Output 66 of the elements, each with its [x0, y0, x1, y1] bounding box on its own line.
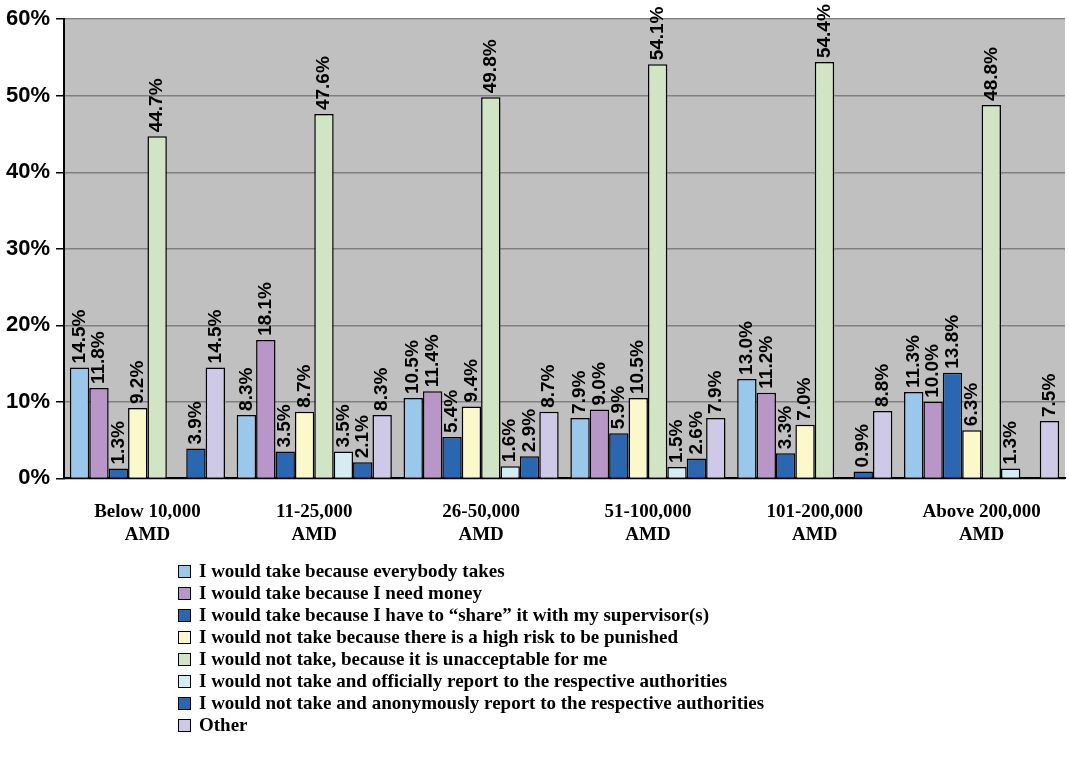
- data-label: 7.9%: [704, 370, 726, 414]
- data-label: 13.8%: [940, 314, 962, 369]
- x-tick-label: 51-100,000 AMD: [604, 499, 692, 544]
- legend-label: I would not take, because it is unacceptable for me: [199, 648, 608, 670]
- data-label: 14.5%: [203, 309, 225, 364]
- y-tick-label: 0%: [18, 464, 51, 490]
- data-label: 11.3%: [901, 334, 923, 388]
- data-label: 47.6%: [312, 56, 334, 111]
- x-tick-label: Above 200,000 AMD: [922, 499, 1041, 544]
- y-tick-label: 40%: [5, 158, 51, 184]
- y-tick-label: 60%: [5, 5, 51, 31]
- data-label: 8.7%: [292, 364, 314, 408]
- data-label: 10.5%: [626, 340, 648, 395]
- data-label: 48.8%: [979, 46, 1001, 101]
- data-label: 54.4%: [812, 4, 834, 59]
- data-label: 3.5%: [331, 404, 353, 448]
- data-label: 54.1%: [645, 6, 667, 61]
- data-label: 18.1%: [254, 281, 276, 336]
- x-tick-label: Below 10,000 AMD: [94, 499, 201, 544]
- data-label: 13.0%: [735, 320, 757, 375]
- legend-label: I would not take and officially report to the respective authorities: [199, 670, 728, 692]
- data-label: 1.3%: [998, 421, 1020, 465]
- data-label: 9.4%: [459, 359, 481, 403]
- data-label: 2.9%: [517, 408, 539, 453]
- data-label: 7.5%: [1037, 373, 1059, 417]
- data-label: 3.5%: [273, 404, 295, 448]
- legend-label: I would take because everybody takes: [199, 560, 505, 582]
- data-label: 6.3%: [960, 382, 982, 427]
- data-label: 0.9%: [851, 424, 873, 468]
- data-label: 7.9%: [568, 370, 590, 414]
- data-label: 2.6%: [684, 411, 706, 455]
- legend-label: I would take because I need money: [199, 582, 482, 604]
- legend-label: I would take because I have to “share” it with my supervisor(s): [199, 604, 710, 626]
- x-tick-label: 11-25,000 AMD: [276, 499, 353, 544]
- data-label: 8.7%: [537, 364, 559, 408]
- data-label: 5.4%: [440, 389, 462, 434]
- data-label: 3.3%: [773, 405, 795, 450]
- data-label: 1.5%: [665, 419, 687, 463]
- legend-label: Other: [199, 714, 248, 736]
- data-label: 8.8%: [870, 363, 892, 408]
- y-tick-label: 30%: [5, 234, 51, 260]
- legend-label: I would not take because there is a high risk to be punished: [199, 626, 678, 648]
- data-label: 8.3%: [234, 367, 256, 411]
- y-tick-label: 20%: [5, 311, 51, 337]
- data-label: 9.0%: [587, 362, 609, 406]
- data-label: 10.5%: [401, 340, 423, 395]
- data-label: 49.8%: [479, 39, 501, 94]
- data-label: 14.5%: [67, 309, 89, 364]
- data-label: 1.6%: [498, 418, 520, 463]
- data-label: 7.0%: [793, 377, 815, 421]
- data-label: 11.4%: [420, 334, 442, 388]
- data-label: 5.9%: [607, 385, 629, 430]
- y-tick-label: 10%: [5, 387, 51, 413]
- data-label: 44.7%: [145, 78, 167, 133]
- data-label: 9.2%: [125, 360, 147, 404]
- y-tick-label: 50%: [5, 81, 51, 107]
- data-label: 10.0%: [921, 343, 943, 398]
- x-tick-label: 26-50,000 AMD: [442, 499, 520, 544]
- data-label: 8.3%: [370, 367, 392, 411]
- data-label: 11.2%: [754, 335, 776, 389]
- legend-label: I would not take and anonymously report to the respective authorities: [199, 692, 765, 714]
- data-label: 2.1%: [350, 414, 372, 459]
- data-label: 1.3%: [106, 421, 128, 465]
- x-tick-label: 101-200,000 AMD: [766, 499, 864, 544]
- data-label: 3.9%: [184, 401, 206, 445]
- data-label: 11.8%: [87, 331, 109, 385]
